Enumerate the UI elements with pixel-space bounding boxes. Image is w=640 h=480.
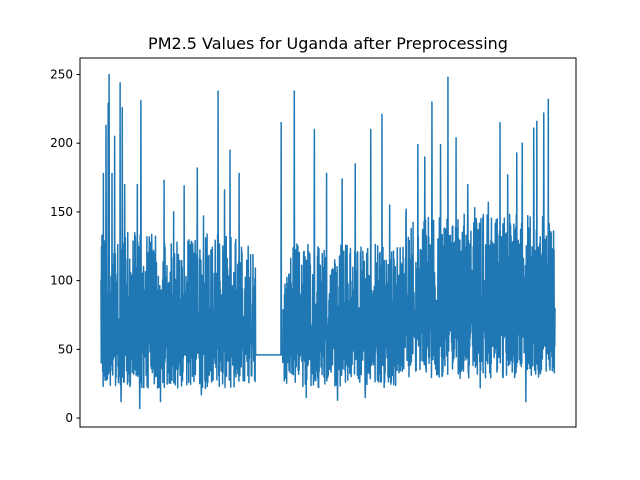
y-tick-label: 100 — [50, 274, 73, 288]
plot-frame — [79, 57, 577, 428]
series-line — [100, 73, 556, 410]
y-axis: 0 50 100 150 200 250 — [50, 67, 80, 425]
y-tick-label: 0 — [65, 411, 73, 425]
y-tick-label: 200 — [50, 136, 73, 150]
chart-title: PM2.5 Values for Uganda after Preprocess… — [148, 34, 508, 53]
y-tick-label: 150 — [50, 205, 73, 219]
y-tick-label: 250 — [50, 67, 73, 81]
y-tick-label: 50 — [58, 342, 73, 356]
pm25-series — [100, 73, 556, 410]
